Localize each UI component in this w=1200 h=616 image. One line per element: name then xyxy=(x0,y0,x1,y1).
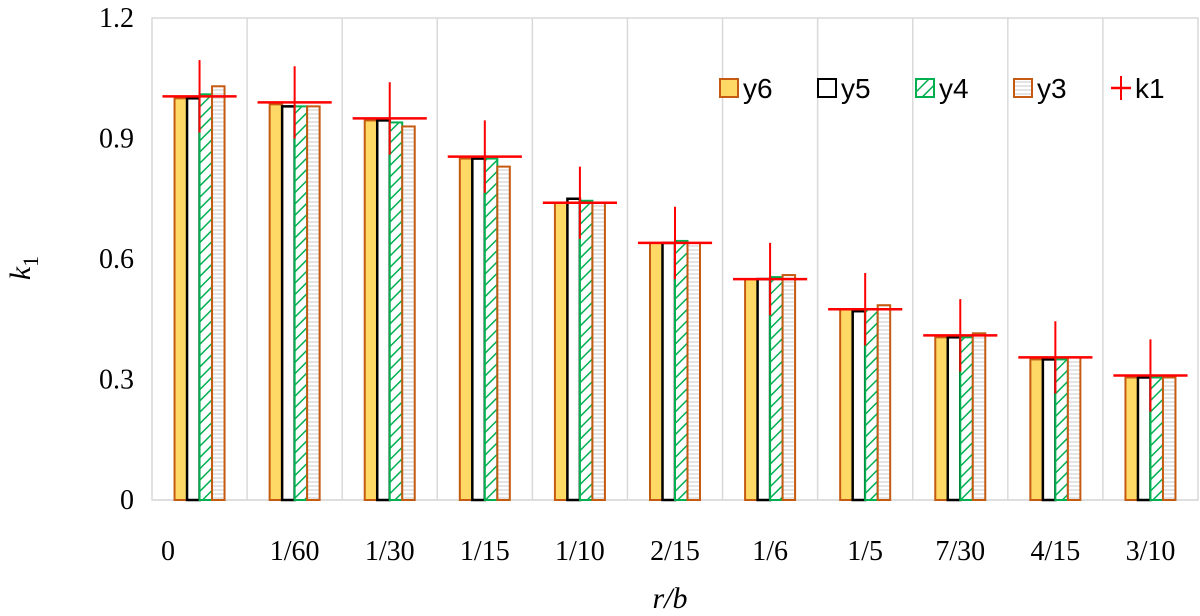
bar-y5 xyxy=(566,197,582,502)
bar-y4 xyxy=(769,276,784,502)
bar-y4 xyxy=(674,239,689,502)
bar-y4 xyxy=(483,157,499,501)
bar-y5 xyxy=(661,241,677,502)
bar-y4 xyxy=(198,93,214,501)
legend-label-y3: y3 xyxy=(1037,73,1067,104)
x-tick-label: 1/5 xyxy=(847,536,883,567)
bar-y6 xyxy=(363,119,379,502)
bar-y5 xyxy=(946,336,962,502)
bar-y5 xyxy=(851,309,867,502)
y-tick-label: 0 xyxy=(120,485,134,516)
bar-y3 xyxy=(401,125,416,501)
x-tick-label: 0 xyxy=(161,536,175,567)
legend-label-k1: k1 xyxy=(1135,73,1165,104)
legend-label-y6: y6 xyxy=(743,73,773,104)
bar-y3 xyxy=(686,241,701,502)
bar-y3 xyxy=(781,274,797,502)
bar-y5 xyxy=(471,157,487,502)
bar-y3 xyxy=(496,165,511,501)
bar-y4 xyxy=(1149,376,1164,501)
x-tick-label: 1/60 xyxy=(270,536,320,567)
legend-swatch-y4 xyxy=(915,78,935,98)
bar-y5 xyxy=(1041,358,1057,502)
y-tick-label: 0.3 xyxy=(99,365,134,396)
bar-y6 xyxy=(1029,358,1044,501)
x-tick-label: 3/10 xyxy=(1126,536,1176,567)
bar-y6 xyxy=(839,308,854,502)
legend-swatch-y3 xyxy=(1013,78,1033,98)
y-axis-label-main: k xyxy=(4,266,37,280)
bar-y3 xyxy=(1161,376,1177,501)
x-tick-label: 1/10 xyxy=(555,536,605,567)
bar-y6 xyxy=(458,157,474,501)
legend-swatch-y6 xyxy=(719,78,739,98)
bar-y5 xyxy=(280,105,296,502)
bar-y5 xyxy=(1136,376,1152,502)
plot-area: 0 0.3 0.6 0.9 1.2 0 1/60 1/30 1/15 1/10 2/15 1/6 1/5… xyxy=(99,3,1199,567)
bar-y4 xyxy=(388,121,404,502)
x-tick-label: 1/15 xyxy=(460,536,510,567)
x-tick-label: 4/15 xyxy=(1030,536,1080,567)
x-tick-label: 7/30 xyxy=(935,536,985,567)
x-tick-label: 1/6 xyxy=(752,536,788,567)
y-axis-label-subscript: 1 xyxy=(18,256,43,267)
bar-y6 xyxy=(553,201,569,501)
legend: y6 y5 y4 y3 k1 xyxy=(719,73,1165,104)
bar-y6 xyxy=(744,278,759,502)
bar-y3 xyxy=(591,201,606,501)
bar-y6 xyxy=(268,103,284,501)
bar-y6 xyxy=(1124,376,1139,501)
bar-y5 xyxy=(756,277,772,502)
bar-y6 xyxy=(173,97,189,501)
bar-y5 xyxy=(375,119,391,502)
bar-y4 xyxy=(864,308,879,502)
legend-label-y5: y5 xyxy=(841,73,871,104)
bar-y6 xyxy=(649,241,664,502)
bar-y3 xyxy=(1066,356,1082,501)
legend-label-y4: y4 xyxy=(939,73,969,104)
bar-y4 xyxy=(1054,358,1069,501)
x-axis-label: r/b xyxy=(652,582,687,615)
bar-y6 xyxy=(934,336,949,502)
bar-y3 xyxy=(306,105,321,501)
bar-y3 xyxy=(876,304,892,502)
y-axis-label: k1 xyxy=(4,256,43,280)
svg-text:k1: k1 xyxy=(4,256,43,280)
bar-y4 xyxy=(959,336,974,502)
y-tick-label: 1.2 xyxy=(99,3,134,34)
x-tick-label: 2/15 xyxy=(650,536,700,567)
bar-y4 xyxy=(578,199,594,501)
legend-swatch-y5 xyxy=(817,78,837,98)
x-tick-label: 1/30 xyxy=(365,536,415,567)
bar-y3 xyxy=(211,85,226,502)
bar-y5 xyxy=(185,97,201,502)
y-tick-label: 0.6 xyxy=(99,244,134,275)
bar-y4 xyxy=(293,105,309,501)
bar-y3 xyxy=(971,332,987,501)
y-tick-label: 0.9 xyxy=(99,124,134,155)
